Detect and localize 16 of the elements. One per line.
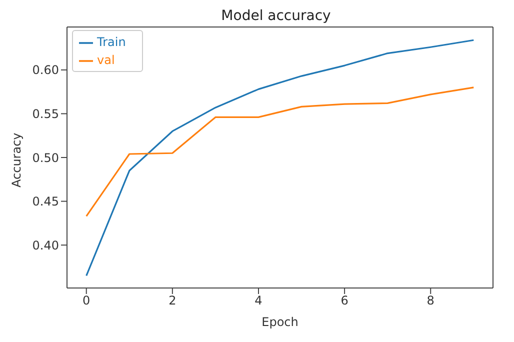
y-tick-label: 0.40	[32, 238, 59, 252]
y-tick-label: 0.50	[32, 150, 59, 165]
y-axis-title: Accuracy	[9, 132, 24, 188]
legend-label: val	[97, 53, 115, 67]
legend-label: Train	[97, 35, 126, 49]
x-axis-title: Epoch	[262, 315, 298, 329]
y-tick-label: 0.45	[32, 194, 59, 209]
x-tick-label: 4	[254, 294, 262, 308]
chart-title: Model accuracy	[220, 8, 332, 26]
x-tick-label: 6	[340, 294, 348, 308]
y-tick-label: 0.55	[32, 106, 59, 121]
line-series	[86, 86, 474, 217]
y-tick-label: 0.60	[32, 63, 59, 78]
x-tick-label: 8	[426, 294, 434, 308]
x-tick-label: 2	[168, 294, 176, 308]
x-tick-label: 0	[82, 294, 90, 308]
